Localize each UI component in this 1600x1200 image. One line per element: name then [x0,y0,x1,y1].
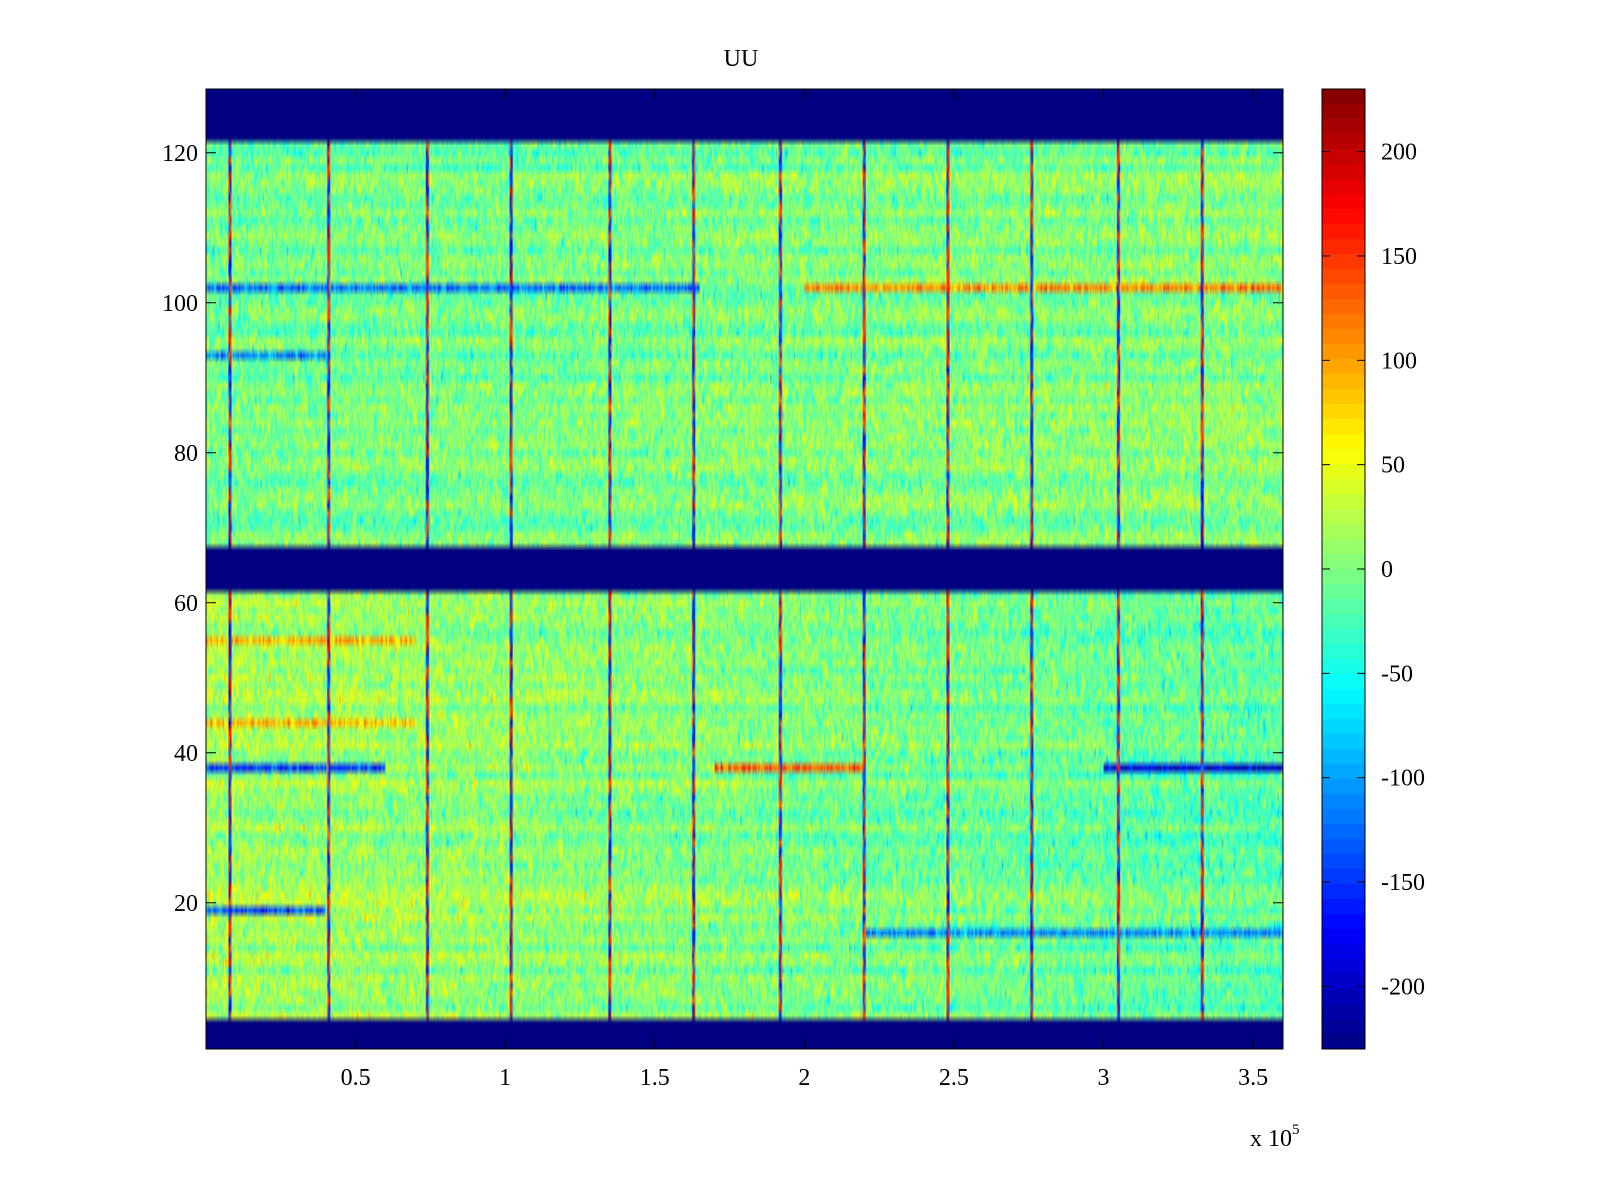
y-tick-label: 60 [174,591,198,617]
heatmap-image [206,89,1283,1049]
x-tick-label: 1.5 [640,1065,670,1091]
chart-title: UU [724,46,759,72]
y-axis: 20 40 60 80 100 120 [162,141,1283,917]
x-tick-label: 0.5 [341,1065,371,1091]
plot-frame [205,88,1284,1050]
colorbar-axis: -200 -150 -100 -50 0 50 100 150 200 [1322,140,1425,1000]
x-axis-multiplier: x 105 [1250,1122,1300,1152]
y-tick-label: 80 [174,441,198,467]
y-tick-label: 40 [174,741,198,767]
colorbar-tick-label: 150 [1381,244,1417,270]
x-tick-label: 1 [499,1065,511,1091]
colorbar-tick-label: 50 [1381,453,1405,479]
colorbar-tick-label: -50 [1381,661,1413,687]
y-tick-label: 20 [174,891,198,917]
x-axis: 0.5 1 1.5 2 2.5 3 3.5 [341,89,1268,1091]
colorbar-tick-label: -200 [1381,974,1425,1000]
x-tick-label: 3.5 [1238,1065,1268,1091]
y-tick-label: 100 [162,291,198,317]
colorbar: -200 -150 -100 -50 0 50 100 150 200 [1321,88,1425,1050]
colorbar-tick-label: 100 [1381,348,1417,374]
x-tick-label: 2.5 [939,1065,969,1091]
colorbar-tick-label: 0 [1381,557,1393,583]
y-tick-label: 120 [162,141,198,167]
x-tick-label: 2 [798,1065,810,1091]
colorbar-tick-label: -100 [1381,766,1425,792]
colorbar-tick-label: 200 [1381,140,1417,166]
colorbar-tick-label: -150 [1381,870,1425,896]
x-tick-label: 3 [1098,1065,1110,1091]
plot-area: 0.5 1 1.5 2 2.5 3 3.5 20 40 60 80 100 120 [162,88,1284,1091]
